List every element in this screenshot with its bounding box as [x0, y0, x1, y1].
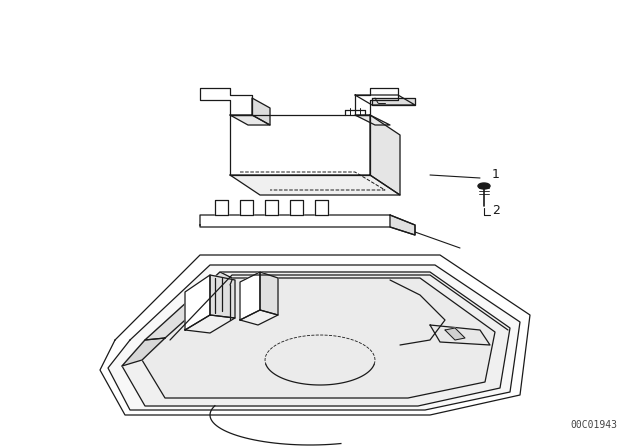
- Text: 00C01943: 00C01943: [570, 420, 617, 430]
- Polygon shape: [122, 338, 165, 366]
- Polygon shape: [390, 215, 415, 235]
- Ellipse shape: [478, 183, 490, 189]
- Polygon shape: [240, 200, 253, 215]
- Polygon shape: [142, 278, 495, 398]
- Polygon shape: [265, 200, 278, 215]
- Polygon shape: [100, 255, 530, 415]
- Polygon shape: [215, 200, 228, 215]
- Polygon shape: [122, 272, 510, 406]
- Polygon shape: [185, 275, 210, 330]
- Polygon shape: [315, 200, 328, 215]
- Polygon shape: [145, 272, 232, 340]
- Polygon shape: [355, 88, 398, 115]
- Text: 1: 1: [492, 168, 500, 181]
- Polygon shape: [290, 200, 303, 215]
- Polygon shape: [372, 98, 415, 105]
- Text: 2: 2: [492, 203, 500, 216]
- Polygon shape: [108, 265, 520, 410]
- Polygon shape: [230, 175, 400, 195]
- Polygon shape: [200, 215, 415, 235]
- Polygon shape: [230, 115, 270, 125]
- Polygon shape: [370, 115, 400, 195]
- Polygon shape: [252, 98, 270, 125]
- Polygon shape: [355, 115, 390, 125]
- Polygon shape: [240, 272, 260, 320]
- Polygon shape: [210, 275, 235, 318]
- Polygon shape: [430, 325, 490, 345]
- Polygon shape: [260, 272, 278, 315]
- Polygon shape: [200, 88, 252, 115]
- Polygon shape: [355, 95, 415, 105]
- Polygon shape: [445, 328, 465, 340]
- Polygon shape: [230, 115, 370, 175]
- Polygon shape: [240, 310, 278, 325]
- Polygon shape: [185, 315, 235, 333]
